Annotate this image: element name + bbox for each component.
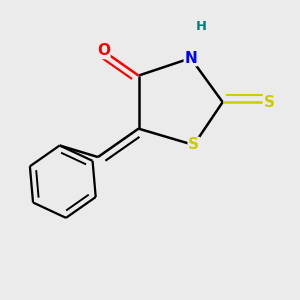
Text: S: S — [188, 137, 199, 152]
Text: S: S — [263, 94, 274, 110]
Text: N: N — [184, 51, 197, 66]
Text: O: O — [97, 44, 110, 59]
Text: H: H — [195, 20, 206, 33]
